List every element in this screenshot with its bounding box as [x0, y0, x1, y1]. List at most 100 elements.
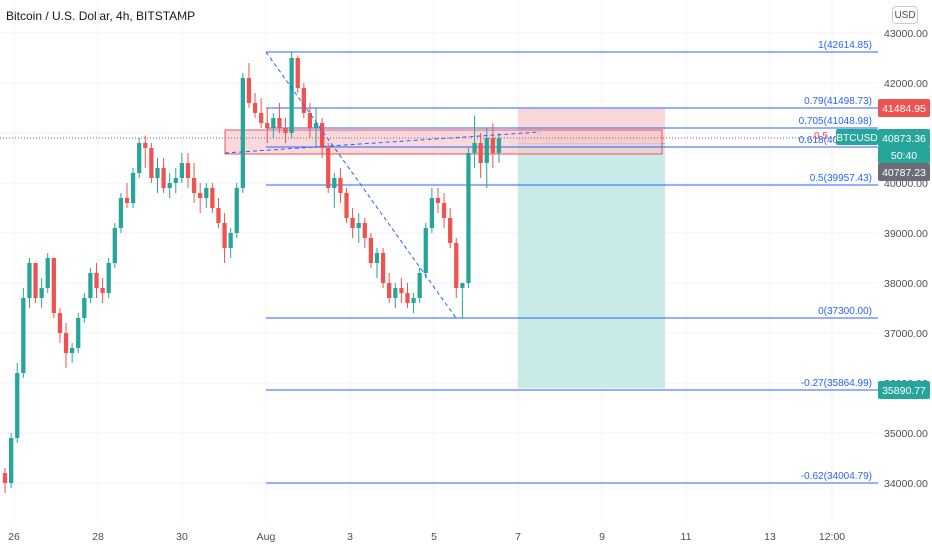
candle-body: [405, 293, 410, 303]
candle: [344, 188, 349, 223]
time-axis[interactable]: 26 28 30 Aug 3 5 7 9 11 13 12:00: [8, 531, 845, 543]
chart-title: Bitcoin / U.S. Dollar, 4h, BITSTAMP: [6, 9, 196, 23]
candle: [112, 223, 117, 268]
candle-body: [478, 143, 483, 163]
price-tick-label: 43000.00: [884, 28, 928, 40]
candle-body: [137, 143, 142, 173]
candle: [149, 143, 154, 183]
candle-body: [265, 123, 270, 128]
candle: [429, 188, 435, 233]
candle: [155, 158, 160, 193]
candle: [271, 113, 276, 138]
candle: [338, 168, 343, 203]
candle-body: [88, 273, 93, 298]
candle: [185, 153, 191, 188]
candle-body: [94, 273, 99, 288]
candle-body: [435, 198, 441, 203]
candlestick-series: [2, 52, 502, 493]
candle: [39, 278, 44, 308]
candle: [307, 103, 313, 138]
countdown-text: 50:40: [891, 150, 917, 162]
candle: [51, 258, 56, 318]
candle: [368, 233, 374, 268]
candle: [94, 263, 99, 298]
price-tick-label: 38000.00: [884, 278, 928, 290]
candle-body: [112, 228, 117, 263]
candle: [15, 363, 20, 443]
candle: [130, 168, 136, 208]
candle-body: [496, 138, 502, 153]
countdown-badge: [878, 147, 930, 163]
candle: [399, 278, 404, 303]
price-badges: 41484.95 40873.36 40787.23 35890.77 BTCUSD 50…: [836, 99, 930, 399]
price-tick-label: 42000.00: [884, 78, 928, 90]
fib-level-label: 0.5(39957.43): [810, 173, 872, 184]
time-tick-label: 11: [681, 531, 692, 543]
grid-lines: [0, 0, 878, 525]
candle: [448, 208, 453, 248]
candle-body: [161, 168, 166, 188]
trend-line-dashed: [265, 51, 457, 319]
candle-body: [155, 168, 160, 178]
symbol-tag-text: BTCUSD: [836, 133, 877, 144]
candle-body: [252, 103, 258, 113]
candle-body: [313, 123, 319, 128]
candle: [234, 183, 239, 238]
candle-body: [76, 318, 81, 348]
candle: [106, 258, 111, 298]
candle-body: [307, 113, 313, 128]
candle: [387, 273, 392, 303]
candle: [289, 52, 294, 138]
candle-body: [380, 253, 386, 283]
candle-body: [289, 58, 294, 133]
price-axis[interactable]: 43000.0042000.0041000.0040000.0039000.00…: [884, 28, 928, 490]
candle-body: [277, 118, 282, 128]
candle-body: [185, 163, 191, 178]
candle: [326, 143, 331, 193]
price-tick-label: 35000.00: [884, 428, 928, 440]
candle-body: [57, 313, 63, 333]
candle-body: [100, 288, 105, 293]
candle-body: [454, 243, 459, 288]
candle-body: [82, 298, 87, 318]
candle: [246, 63, 252, 108]
candle: [204, 183, 209, 208]
price-badge-text: 41484.95: [882, 103, 926, 115]
candle-body: [2, 473, 8, 483]
fib-level-label: 0(37300.00): [818, 306, 872, 317]
candle-body: [9, 438, 14, 483]
candle: [454, 238, 459, 298]
candle: [57, 308, 63, 343]
candle: [21, 288, 26, 378]
diagonal-line-dashed: [224, 131, 541, 154]
candle-body: [490, 138, 495, 153]
candle-body: [356, 223, 361, 228]
candle-body: [27, 263, 32, 298]
candle-body: [448, 218, 453, 243]
price-tick-label: 39000.00: [884, 228, 928, 240]
candle: [484, 128, 489, 188]
candle-body: [283, 128, 288, 133]
time-tick-label: 13: [764, 531, 776, 543]
candle-body: [228, 233, 233, 248]
time-tick-label: 3: [347, 531, 353, 543]
candle-body: [295, 58, 300, 88]
candle: [240, 73, 245, 193]
resistance-zone: [224, 129, 663, 155]
fibonacci-retracement[interactable]: 1(42614.85) 0.79(41498.73) 0.705(41048.98)…: [266, 40, 878, 484]
candle-body: [15, 373, 20, 438]
price-badge-text: 35890.77: [882, 385, 926, 397]
candle: [283, 118, 288, 143]
candle-body: [39, 288, 44, 298]
currency-button[interactable]: USD: [892, 6, 918, 24]
candle: [472, 115, 477, 168]
candle: [295, 55, 300, 93]
candle-body: [393, 288, 398, 298]
candle: [210, 183, 215, 213]
candle: [490, 123, 495, 168]
candle: [33, 263, 38, 303]
candle: [69, 343, 75, 363]
candle: [259, 98, 264, 128]
time-tick-label: 28: [92, 531, 104, 543]
